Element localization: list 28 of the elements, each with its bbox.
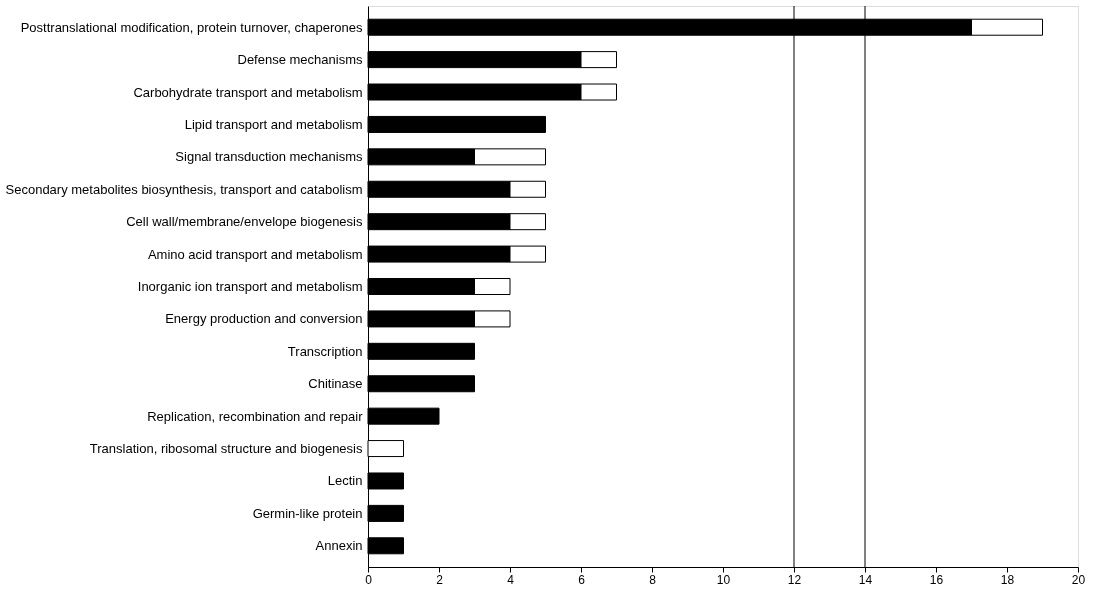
y-tick-label: Lipid transport and metabolism	[184, 116, 363, 132]
y-tick-label: Signal transduction mechanisms	[175, 149, 363, 165]
y-tick-label: Amino acid transport and metabolism	[147, 246, 363, 262]
y-tick-label: Secondary metabolites biosynthesis, transport and catabolism	[5, 181, 363, 197]
x-tick-label: 12	[787, 572, 802, 587]
y-tick-label: Germin-like protein	[252, 505, 363, 521]
x-tick-label: 14	[858, 572, 873, 587]
y-tick-label: Defense mechanisms	[237, 52, 363, 68]
x-tick-label: 10	[716, 572, 731, 587]
y-tick-label: Carbohydrate transport and metabolism	[133, 84, 363, 100]
x-tick-label: 6	[578, 572, 586, 587]
y-tick-label: Inorganic ion transport and metabolism	[137, 279, 363, 294]
x-tick-label: 16	[929, 572, 944, 587]
y-tick-label: Posttranslational modification, protein turnover, chaperones	[20, 19, 363, 35]
x-tick-label: 2	[436, 572, 444, 587]
y-tick-label: Lectin	[327, 473, 363, 489]
x-tick-label: 4	[507, 572, 515, 587]
y-tick-label: Energy production and conversion	[165, 311, 363, 327]
x-tick-label: 0	[365, 572, 373, 587]
x-tick-label: 8	[649, 572, 657, 587]
y-tick-label: Replication, recombination and repair	[147, 408, 364, 424]
y-tick-label: Chitinase	[308, 376, 363, 392]
x-tick-label: 18	[1000, 572, 1015, 587]
y-tick-label: Cell wall/membrane/envelope biogenesis	[126, 214, 363, 230]
y-tick-label: Annexin	[315, 538, 363, 554]
y-tick-label: Transcription	[287, 343, 363, 359]
y-tick-label: Translation, ribosomal structure and biogenesis	[89, 441, 363, 457]
x-tick-label: 20	[1071, 572, 1086, 587]
